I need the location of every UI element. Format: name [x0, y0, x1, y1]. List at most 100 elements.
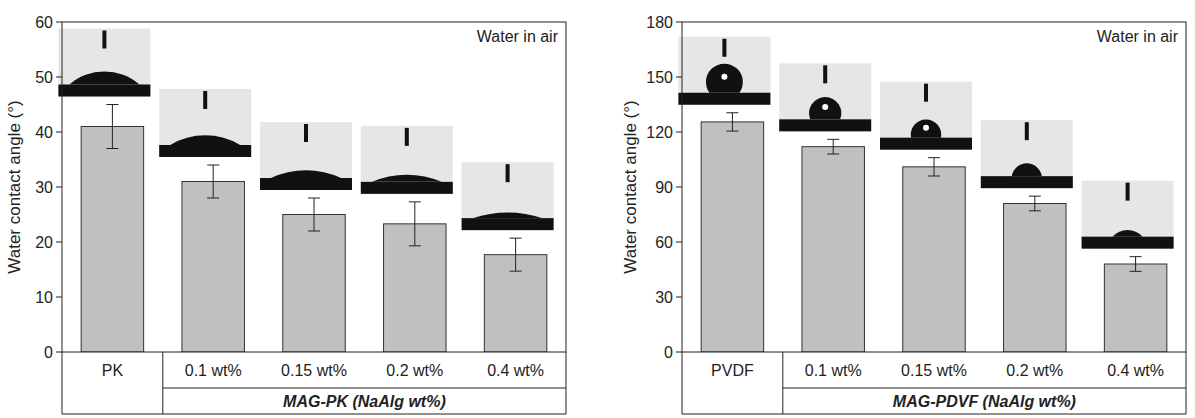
error-bar: [409, 202, 421, 246]
droplet: [271, 170, 341, 178]
category-box-line: [162, 352, 163, 414]
bar: [81, 127, 143, 353]
inset-bg: [159, 89, 251, 157]
droplet-inset: [58, 29, 150, 97]
inset-bg: [981, 120, 1073, 188]
x-axis-title: MAG-PK (NaAlg wt%): [283, 393, 446, 410]
error-bar: [1130, 257, 1142, 272]
x-tick-label: 0.1 wt%: [805, 362, 862, 379]
inset-bg: [678, 37, 770, 105]
bar: [1104, 264, 1166, 352]
error-bar: [207, 165, 219, 198]
error-stem: [1034, 196, 1035, 211]
annotation: Water in air: [477, 28, 559, 45]
y-tick: [676, 132, 682, 133]
bar: [283, 215, 345, 353]
error-cap: [409, 201, 421, 202]
error-cap: [928, 176, 940, 177]
category-box-line: [682, 414, 1186, 415]
error-bar: [106, 105, 118, 149]
y-tick-label: 10: [35, 289, 53, 306]
error-stem: [213, 165, 214, 198]
error-cap: [726, 131, 738, 132]
category-box-line: [782, 352, 783, 414]
error-cap: [308, 231, 320, 232]
error-stem: [934, 158, 935, 176]
category-box-line: [163, 388, 566, 389]
y-tick: [56, 22, 62, 23]
droplet: [372, 175, 442, 182]
category-box-line: [62, 352, 63, 414]
error-stem: [314, 198, 315, 231]
x-tick-label: PK: [102, 362, 124, 379]
error-stem: [833, 139, 834, 154]
inset-bg: [1082, 181, 1174, 249]
inset-needle: [102, 31, 106, 49]
category-box-line: [566, 352, 567, 414]
inset-needle: [722, 39, 726, 57]
droplet: [69, 71, 139, 84]
x-tick-label: 0.15 wt%: [281, 362, 347, 379]
bar: [903, 167, 965, 352]
category-box-line: [783, 388, 1186, 389]
x-tick-label: 0.15 wt%: [901, 362, 967, 379]
y-tick: [56, 132, 62, 133]
y-tick: [676, 242, 682, 243]
inset-bg: [462, 162, 554, 230]
error-cap: [308, 198, 320, 199]
inset-substrate: [1082, 237, 1174, 249]
error-cap: [928, 157, 940, 158]
droplet-highlight: [923, 125, 929, 131]
droplet: [1113, 230, 1143, 237]
inset-substrate: [678, 93, 770, 105]
error-cap: [827, 139, 839, 140]
x-axis-title: MAG-PDVF (NaAlg wt%): [893, 393, 1076, 410]
inset-needle: [304, 124, 308, 142]
droplet-inset: [779, 63, 871, 131]
droplet-inset: [678, 37, 770, 105]
y-tick-label: 60: [35, 14, 53, 31]
category-box-line: [1186, 352, 1187, 414]
x-tick-label: 0.2 wt%: [386, 362, 443, 379]
x-tick-label: 0.1 wt%: [185, 362, 242, 379]
inset-substrate: [779, 119, 871, 131]
droplet-inset: [159, 89, 251, 157]
x-tick-label: PVDF: [711, 362, 754, 379]
y-axis-title: Water contact angle (°): [621, 100, 640, 273]
y-tick-label: 120: [646, 124, 673, 141]
y-axis-title: Water contact angle (°): [5, 100, 24, 273]
error-cap: [1130, 271, 1142, 272]
y-tick-label: 0: [664, 344, 673, 361]
y-tick-label: 90: [655, 179, 673, 196]
bar: [802, 147, 864, 352]
bar: [1004, 204, 1066, 353]
error-cap: [207, 165, 219, 166]
y-tick: [676, 352, 682, 353]
error-stem: [515, 238, 516, 271]
error-bar: [827, 139, 839, 154]
error-bar: [510, 238, 522, 271]
y-tick-label: 40: [35, 124, 53, 141]
y-tick-label: 30: [655, 289, 673, 306]
x-tick-label: 0.2 wt%: [1006, 362, 1063, 379]
bar: [701, 122, 763, 352]
droplet-inset: [462, 162, 554, 230]
category-box-line: [62, 414, 566, 415]
error-bar: [726, 113, 738, 131]
y-tick: [676, 22, 682, 23]
error-cap: [510, 271, 522, 272]
error-stem: [1135, 257, 1136, 272]
inset-needle: [506, 164, 510, 182]
y-tick: [676, 187, 682, 188]
error-cap: [1130, 256, 1142, 257]
y-tick: [56, 352, 62, 353]
x-tick-label: 0.4 wt%: [487, 362, 544, 379]
y-tick-label: 20: [35, 234, 53, 251]
y-tick-label: 150: [646, 69, 673, 86]
error-bar: [308, 198, 320, 231]
error-stem: [732, 113, 733, 131]
category-box-line: [682, 352, 683, 414]
droplet-inset: [361, 126, 453, 194]
bar: [182, 182, 244, 353]
inset-bg: [260, 122, 352, 190]
